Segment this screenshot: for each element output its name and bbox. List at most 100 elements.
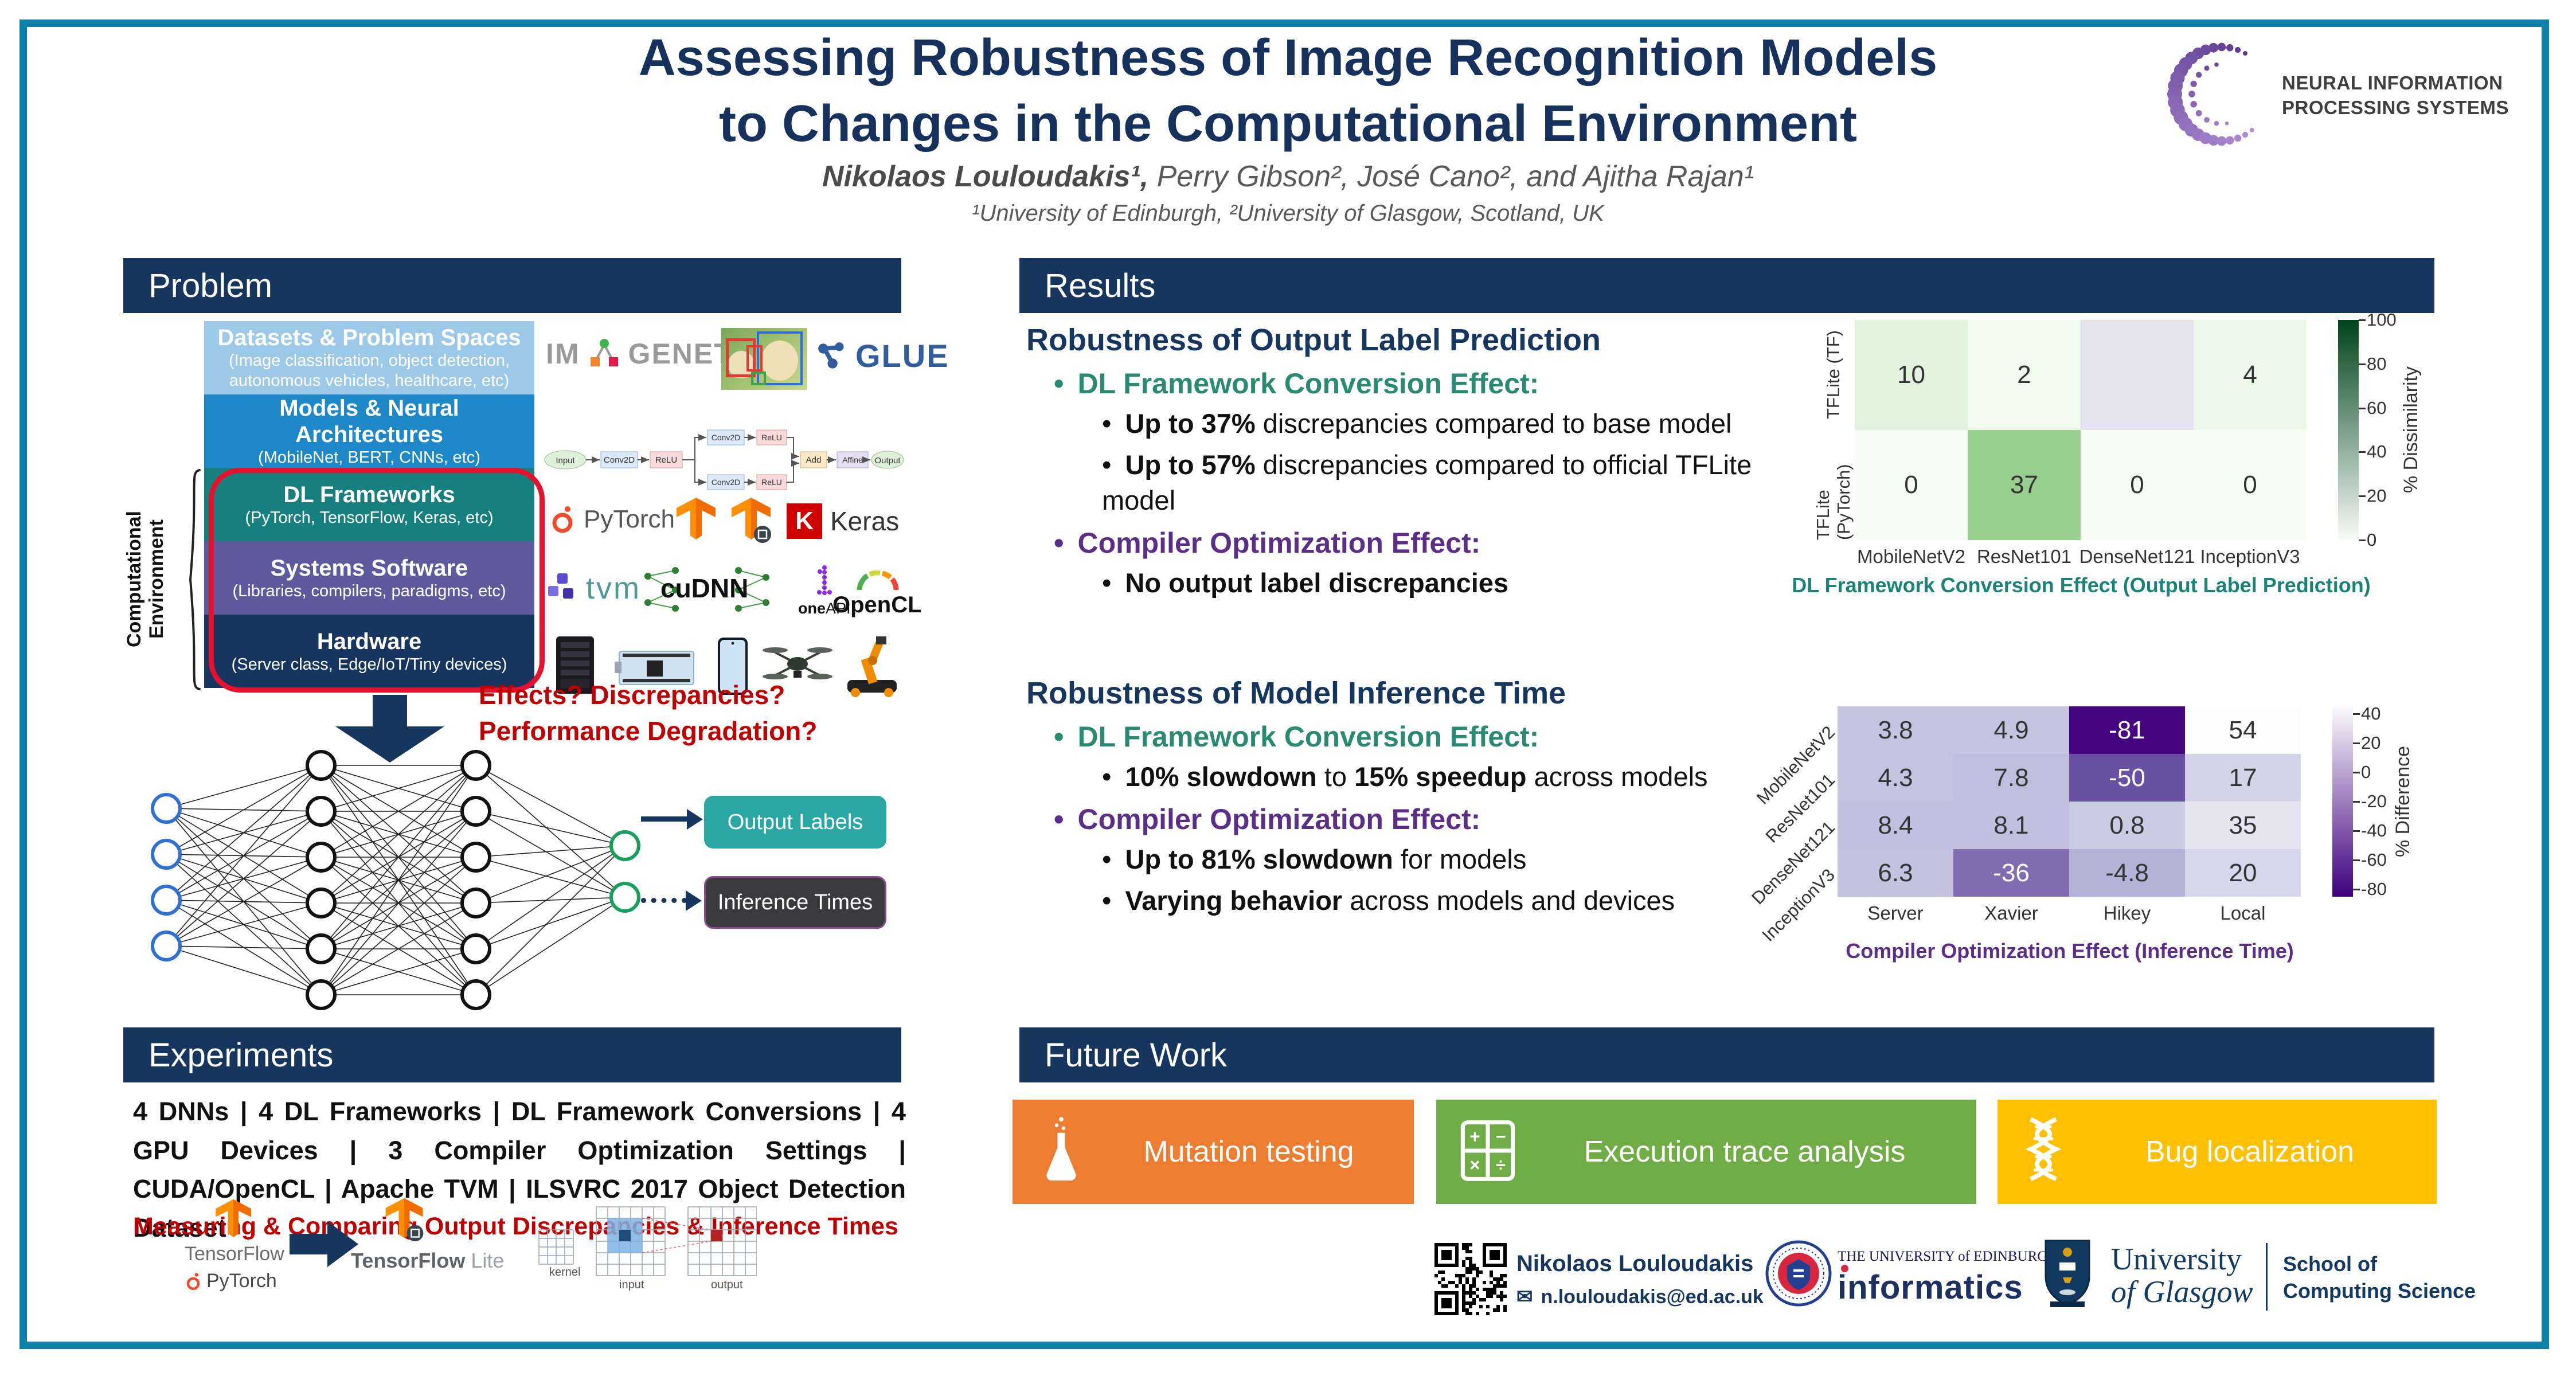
heatmap-cell: -4.8: [2069, 849, 2185, 897]
colorbar-tick: 20: [2361, 733, 2381, 753]
svg-text:output: output: [711, 1279, 743, 1291]
heatmap-cell: [2081, 320, 2194, 430]
drone-icon: [763, 647, 832, 679]
heatmap1-colorbar-label: % Dissimilarity: [2400, 366, 2422, 494]
sub-bullet-item: • 10% slowdown to 15% speedup across mode…: [1102, 761, 1708, 792]
dna-icon: [2020, 1116, 2066, 1188]
heatmap2-caption: Compiler Optimization Effect (Inference …: [1846, 939, 2294, 963]
colorbar-tick: 20: [2367, 486, 2387, 506]
colorbar-tick: 40: [2367, 441, 2387, 462]
heatmap-cell: -50: [2069, 754, 2185, 802]
qr-code: [1434, 1243, 1507, 1315]
bbox-red-small: [746, 345, 763, 372]
tensorflow-lite-icon: [732, 498, 771, 543]
affiliations: ¹University of Edinburgh, ²University of…: [972, 201, 1604, 226]
future-work-card: Mutation testing: [1013, 1100, 1414, 1204]
heatmap-cell: 20: [2185, 849, 2301, 897]
flask-icon: [1035, 1116, 1087, 1188]
x-tick-label: ResNet101: [1976, 546, 2072, 567]
colorbar-tick: -40: [2361, 820, 2387, 841]
future-card-label: Bug localization: [2145, 1135, 2355, 1168]
conversion-arrow-icon: [290, 1221, 358, 1267]
authors: Nikolaos Louloudakis¹, Perry Gibson², Jo…: [0, 159, 2576, 194]
smartphone-icon: [718, 638, 748, 695]
tensorflow-lite-icon: [385, 1198, 424, 1242]
school-of-computing-label: School of Computing Science: [2283, 1252, 2476, 1303]
svg-text:ReLU: ReLU: [761, 478, 782, 487]
informatics-red-dot: [1841, 1265, 1848, 1272]
glasgow-university-label: University of Glasgow: [2111, 1242, 2253, 1309]
environment-highlight-ring: [209, 468, 545, 693]
glue-icon: [818, 342, 844, 369]
colorbar-tick: 0: [2367, 530, 2377, 550]
x-tick-label: Server: [1867, 902, 1924, 924]
section-header-problem: Problem: [123, 258, 901, 313]
tensorflow-lite-label: TensorFlow Lite: [351, 1249, 505, 1272]
sub-bullet-item: • Up to 57% discrepancies compared to off…: [1102, 449, 1752, 516]
pytorch-icon: [552, 506, 573, 533]
sub-bullet-item: • Up to 37% discrepancies compared to bas…: [1102, 408, 1732, 439]
results-output-label-block: Robustness of Output Label Prediction • DL…: [1026, 322, 1812, 607]
heatmap-cell: 2: [1968, 320, 2081, 430]
bbox-blue: [757, 331, 803, 385]
heatmap-cell: 6.3: [1838, 849, 1953, 897]
future-card-label: Execution trace analysis: [1584, 1135, 1906, 1168]
server-rack-icon: [556, 636, 594, 694]
colorbar-tick: 60: [2367, 397, 2387, 418]
heatmap-cell: 8.4: [1838, 802, 1953, 849]
inference-times-box: Inference Times: [704, 876, 886, 929]
author-primary: Nikolaos Louloudakis¹,: [822, 160, 1149, 193]
edinburgh-university-label: THE UNIVERSITY of EDINBURGH: [1838, 1249, 2058, 1264]
svg-text:+: +: [1469, 1126, 1480, 1146]
glasgow-divider: [2266, 1243, 2268, 1311]
contact-name: Nikolaos Louloudakis: [1516, 1251, 1754, 1276]
dev-board-icon: [615, 651, 694, 685]
title-line1: Assessing Robustness of Image Recognitio…: [638, 29, 1938, 87]
authors-rest: Perry Gibson², José Cano², and Ajitha Ra…: [1148, 160, 1754, 193]
section-header-future-work: Future Work: [1019, 1027, 2434, 1082]
x-tick-label: MobileNetV2: [1857, 546, 1965, 567]
x-tick-label: Local: [2220, 902, 2266, 924]
bullet-item: • DL Framework Conversion Effect:: [1054, 721, 1539, 753]
glasgow-crest-icon: [2045, 1240, 2090, 1307]
tensorflow-icon: [677, 498, 716, 540]
cudnn-logo: cuDNN: [641, 565, 784, 616]
computational-environment-label: Computational Environment: [123, 511, 168, 647]
pytorch-logo-small: PyTorch: [185, 1270, 277, 1292]
heatmap-cell: 35: [2185, 802, 2301, 849]
edinburgh-informatics-label: informatics: [1838, 1265, 2023, 1307]
heatmap-cell: 4: [2194, 320, 2307, 430]
heatmap-output-label: 10 2 4 0 37 0 0: [1855, 320, 2307, 540]
colorbar-tick: 80: [2367, 353, 2387, 374]
colorbar-tick: 100: [2367, 310, 2397, 330]
heatmap-cell: 54: [2185, 706, 2301, 754]
glue-logo: GLUE: [816, 337, 949, 374]
svg-text:Output: Output: [874, 456, 901, 466]
future-work-card: Bug localization: [1998, 1100, 2437, 1204]
svg-text:ReLU: ReLU: [655, 455, 677, 465]
svg-text:Input: Input: [556, 456, 575, 466]
heatmap1-caption: DL Framework Conversion Effect (Output L…: [1792, 573, 2371, 597]
heatmap-cell: 0: [1855, 430, 1968, 540]
tensorflow-label: TensorFlow: [185, 1243, 284, 1265]
heatmap-cell: 0.8: [2069, 802, 2185, 849]
results-heading: Robustness of Output Label Prediction: [1026, 323, 1601, 357]
svg-text:×: ×: [1469, 1155, 1480, 1175]
computational-stack: Datasets & Problem Spaces (Image classifi…: [204, 321, 534, 688]
heatmap-cell: 10: [1855, 320, 1968, 430]
svg-text:Add: Add: [806, 455, 822, 465]
heatmap-cell: 0: [2194, 430, 2307, 540]
colorbar-tick: 40: [2361, 703, 2381, 724]
bbox-red: [726, 338, 756, 377]
stack-layer: Hardware (Server class, Edge/IoT/Tiny dev…: [204, 615, 534, 688]
neural-network-diagram: [151, 750, 640, 1010]
sub-bullet-item: • No output label discrepancies: [1102, 568, 1509, 599]
heatmap2-colorbar-label: % Difference: [2392, 745, 2414, 858]
question-effects: Effects? Discrepancies?: [479, 680, 785, 710]
heatmap-cell: 8.1: [1953, 802, 2069, 849]
svg-text:÷: ÷: [1496, 1155, 1506, 1175]
experiments-measurement-note: Measuring & Comparing Output Discrepanci…: [133, 1213, 898, 1240]
heatmap-cell: 7.8: [1953, 754, 2069, 802]
stack-layer: Datasets & Problem Spaces (Image classifi…: [204, 321, 534, 394]
tensorflow-icon: [216, 1199, 251, 1237]
